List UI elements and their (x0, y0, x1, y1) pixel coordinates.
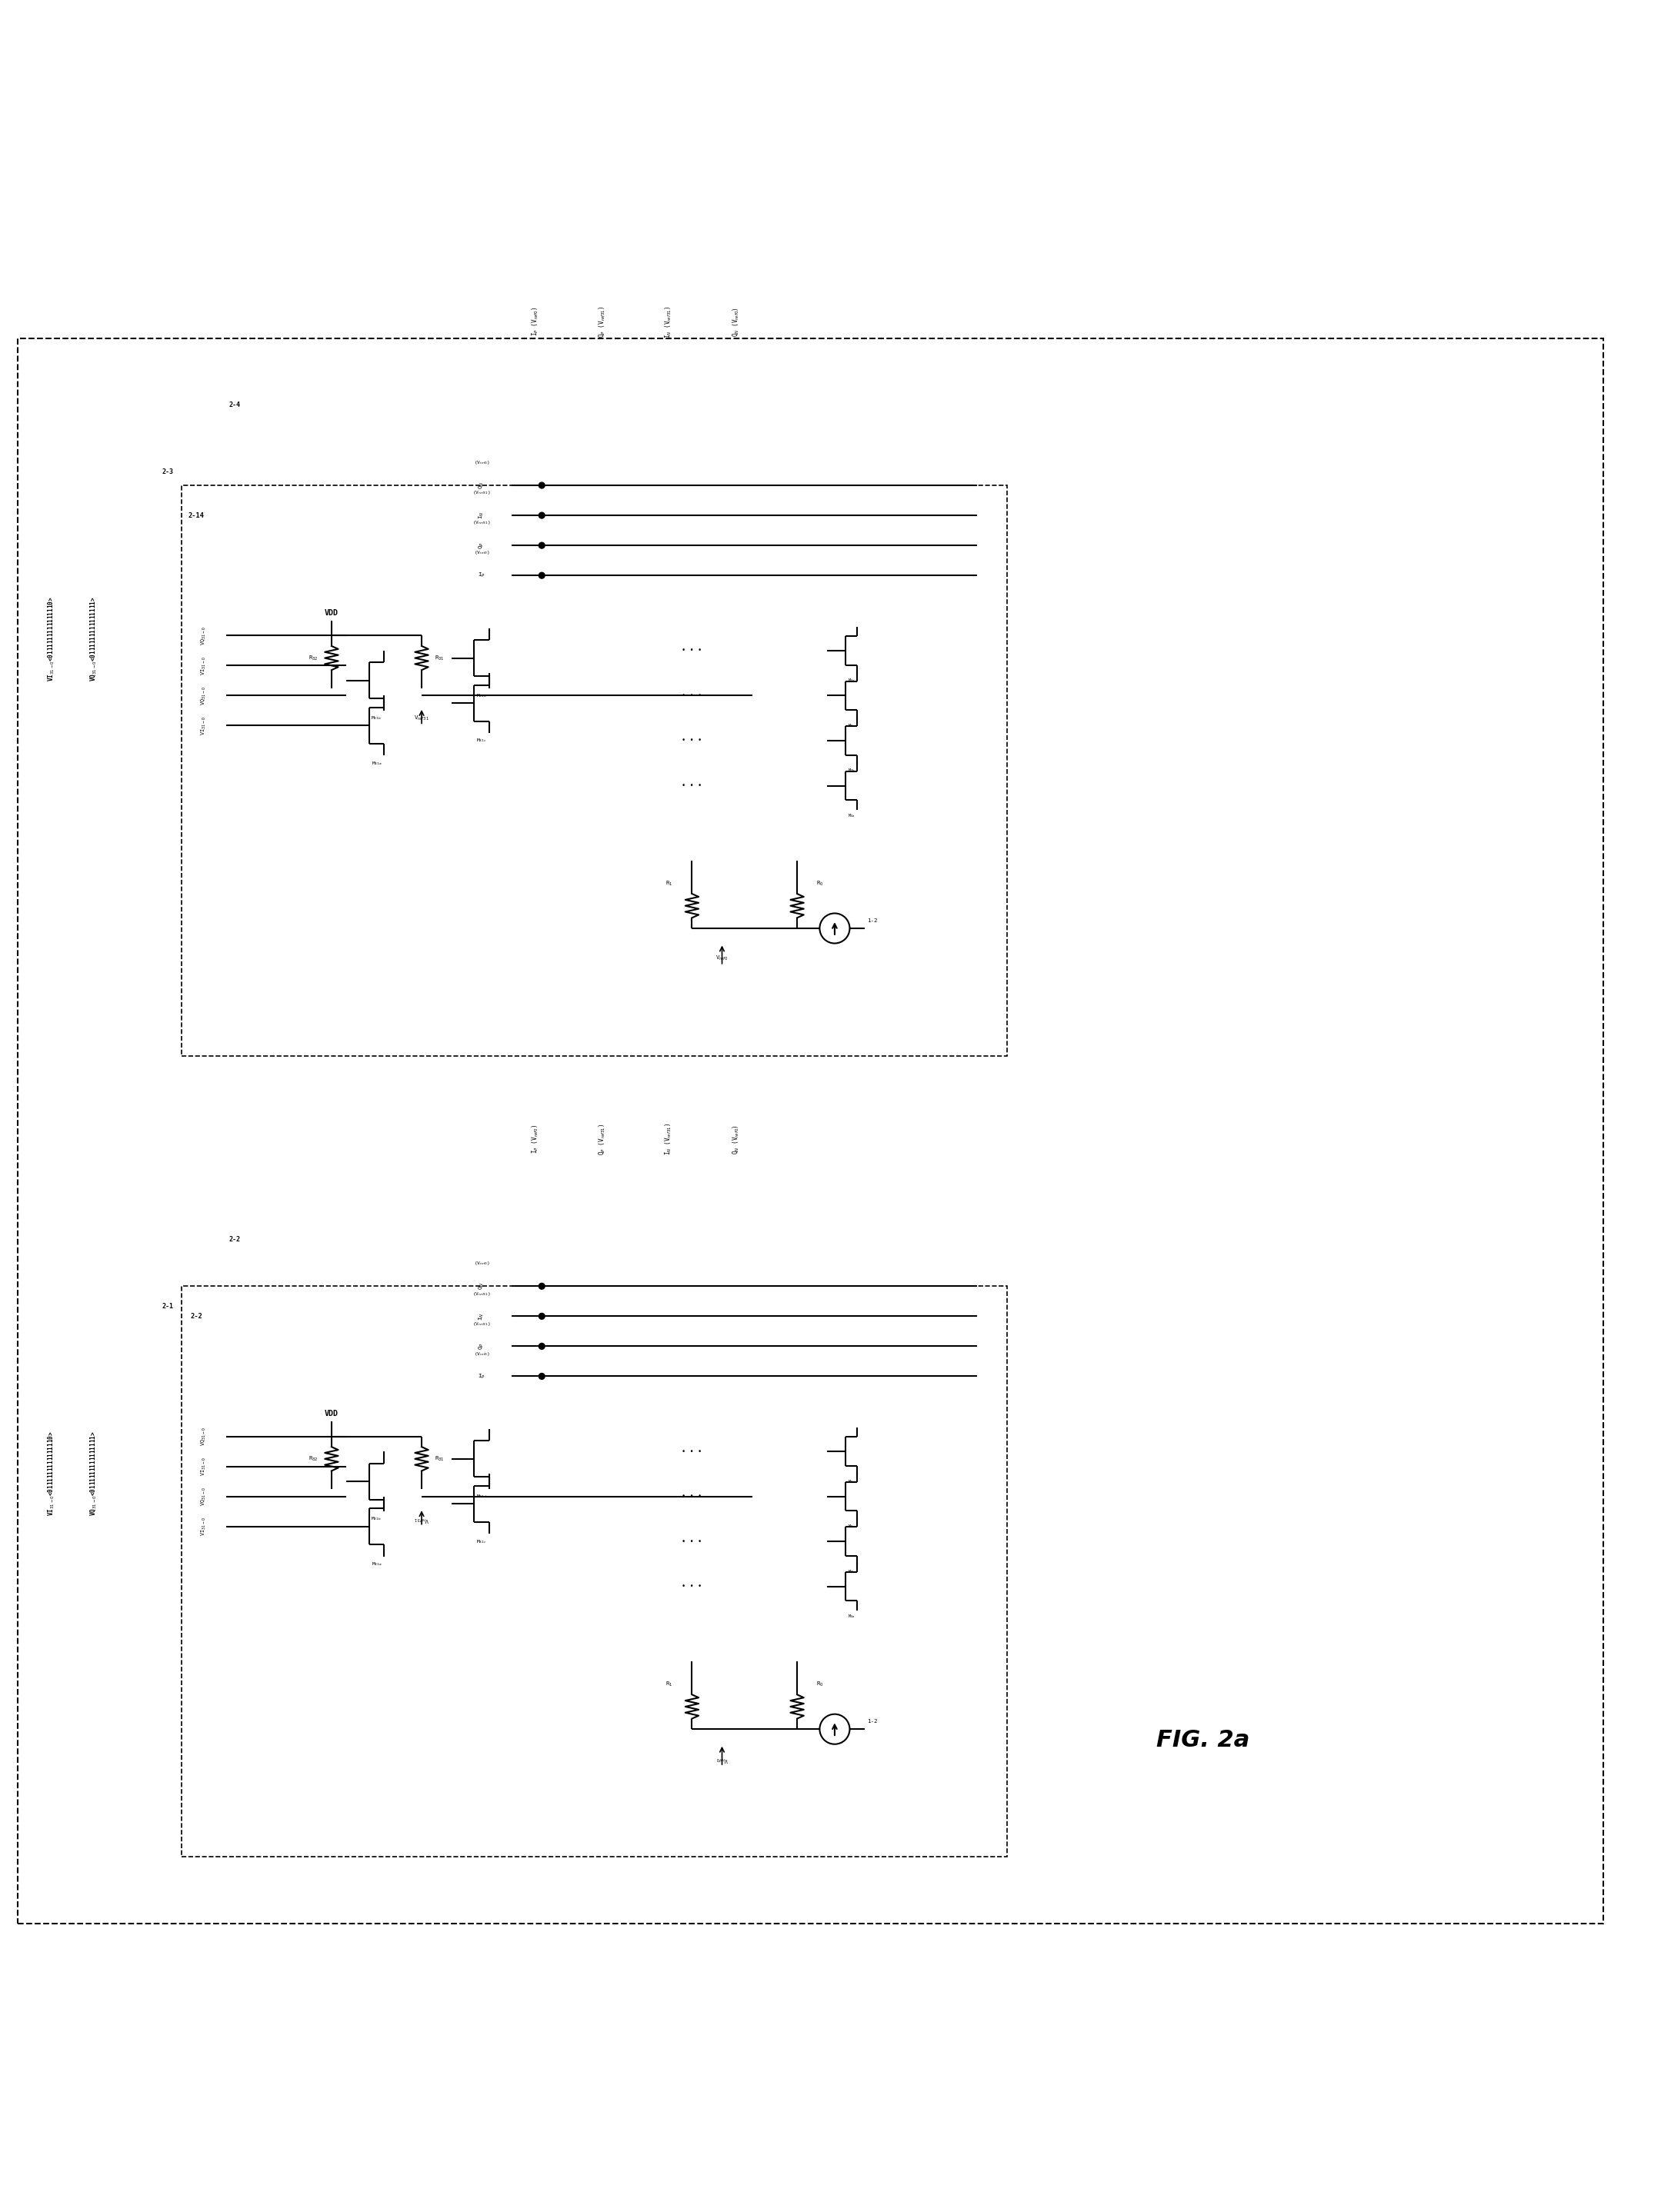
Circle shape (538, 573, 545, 580)
Text: M$_{31b}$: M$_{31b}$ (371, 1515, 383, 1522)
Text: Q$_N$ (V$_{ref0}$): Q$_N$ (V$_{ref0}$) (730, 307, 740, 336)
Text: I$_P$ (V$_{ref0}$): I$_P$ (V$_{ref0}$) (530, 307, 540, 336)
Bar (182, 484, 1008, 1055)
Text: M$_{31c}$: M$_{31c}$ (476, 1537, 486, 1544)
Text: V$_{ref0}$: V$_{ref0}$ (715, 1756, 729, 1763)
Text: Q$_N$: Q$_N$ (478, 1283, 486, 1290)
Text: • • •: • • • (682, 1584, 702, 1590)
Bar (182, 1285, 1008, 1856)
Circle shape (538, 1283, 545, 1290)
Circle shape (538, 1314, 545, 1318)
Text: R$_{31}$: R$_{31}$ (434, 655, 444, 661)
Text: I$_N$ (V$_{ref31}$): I$_N$ (V$_{ref31}$) (663, 305, 673, 338)
Text: VI$_{31-0}$: VI$_{31-0}$ (201, 717, 207, 734)
Text: R$_0$: R$_0$ (815, 1681, 824, 1688)
Text: I$_N$ (V$_{ref31}$): I$_N$ (V$_{ref31}$) (663, 1124, 673, 1155)
Text: V$_{ref31}$: V$_{ref31}$ (414, 714, 429, 721)
Text: V$_{ref31}$: V$_{ref31}$ (414, 1515, 429, 1522)
Text: R$_{32}$: R$_{32}$ (309, 1455, 319, 1462)
Text: R$_1$: R$_1$ (665, 1681, 673, 1688)
Text: VI$_{31-0}$: VI$_{31-0}$ (201, 657, 207, 675)
Circle shape (538, 482, 545, 489)
Text: VQ$_{31-0}$: VQ$_{31-0}$ (201, 686, 207, 706)
Text: (V$_{ref31}$): (V$_{ref31}$) (473, 489, 491, 495)
Circle shape (538, 513, 545, 518)
Text: R$_{32}$: R$_{32}$ (309, 655, 319, 661)
Text: • • •: • • • (682, 1449, 702, 1455)
Text: M$_{31c}$: M$_{31c}$ (476, 737, 486, 743)
Text: (V$_{ref0}$): (V$_{ref0}$) (473, 1261, 490, 1267)
Text: Q$_P$ (V$_{ref31}$): Q$_P$ (V$_{ref31}$) (597, 1124, 607, 1155)
Text: M$_{0d}$: M$_{0d}$ (847, 677, 856, 684)
Text: M$_{0c}$: M$_{0c}$ (847, 1524, 854, 1531)
Text: (V$_{ref31}$): (V$_{ref31}$) (473, 1290, 491, 1296)
Text: V$_{ref0}$: V$_{ref0}$ (715, 953, 729, 962)
Text: (V$_{ref0}$): (V$_{ref0}$) (473, 549, 490, 557)
Text: • • •: • • • (682, 692, 702, 699)
Text: VQ$_{31-0}$<0111111111111111>: VQ$_{31-0}$<0111111111111111> (89, 597, 97, 681)
Text: M$_{31d}$: M$_{31d}$ (476, 1493, 488, 1500)
Text: R$_1$: R$_1$ (665, 880, 673, 887)
Circle shape (538, 1374, 545, 1380)
Text: M$_{0b}$: M$_{0b}$ (847, 768, 856, 774)
Text: I$_P$ (V$_{ref0}$): I$_P$ (V$_{ref0}$) (530, 1124, 540, 1155)
Text: VI$_{31-0}$: VI$_{31-0}$ (201, 1517, 207, 1535)
Text: VI$_{31-0}$<0111111111111110>: VI$_{31-0}$<0111111111111110> (47, 1431, 55, 1515)
Text: I$_P$: I$_P$ (478, 1371, 486, 1380)
Text: VDD: VDD (324, 1409, 339, 1418)
Text: 2-2: 2-2 (229, 1237, 241, 1243)
Text: • • •: • • • (682, 1537, 702, 1544)
Text: • • •: • • • (682, 783, 702, 790)
Text: M$_{0d}$: M$_{0d}$ (847, 1478, 856, 1484)
Text: M$_{31a}$: M$_{31a}$ (371, 1559, 383, 1568)
Circle shape (538, 1343, 545, 1349)
Text: 2-1: 2-1 (162, 1303, 174, 1310)
Text: VQ$_{31-0}$: VQ$_{31-0}$ (201, 1427, 207, 1447)
Text: R$_{31}$: R$_{31}$ (434, 1455, 444, 1462)
Text: 2-2: 2-2 (190, 1312, 202, 1321)
Text: M$_{0a}$: M$_{0a}$ (847, 812, 856, 818)
Text: VI$_{31-0}$: VI$_{31-0}$ (201, 1458, 207, 1475)
Text: Q$_P$ (V$_{ref31}$): Q$_P$ (V$_{ref31}$) (597, 305, 607, 338)
Text: I$_N$: I$_N$ (478, 1312, 486, 1321)
Text: 1-2: 1-2 (867, 1719, 877, 1723)
Text: • • •: • • • (682, 737, 702, 743)
Text: M$_{0b}$: M$_{0b}$ (847, 1568, 856, 1575)
Text: VI$_{31-0}$<0111111111111110>: VI$_{31-0}$<0111111111111110> (47, 597, 55, 681)
Text: 2-4: 2-4 (229, 403, 241, 409)
Text: • • •: • • • (682, 1493, 702, 1500)
Text: R$_0$: R$_0$ (815, 880, 824, 887)
Text: Q$_N$ (V$_{ref0}$): Q$_N$ (V$_{ref0}$) (730, 1124, 740, 1155)
Text: M$_{0a}$: M$_{0a}$ (847, 1613, 856, 1619)
Text: Q$_N$: Q$_N$ (478, 482, 486, 489)
Text: Q$_P$: Q$_P$ (478, 542, 486, 549)
Text: I$_N$: I$_N$ (478, 511, 486, 520)
Text: (V$_{ref31}$): (V$_{ref31}$) (473, 520, 491, 526)
Text: M$_{31b}$: M$_{31b}$ (371, 714, 383, 721)
Circle shape (538, 542, 545, 549)
Text: M$_{31a}$: M$_{31a}$ (371, 759, 383, 768)
Text: VDD: VDD (324, 608, 339, 617)
Text: (V$_{ref0}$): (V$_{ref0}$) (473, 460, 490, 467)
Text: (V$_{ref31}$): (V$_{ref31}$) (473, 1321, 491, 1327)
Text: • • •: • • • (682, 648, 702, 655)
Text: 1-2: 1-2 (867, 918, 877, 922)
Text: M$_{31d}$: M$_{31d}$ (476, 692, 488, 699)
Text: (V$_{ref0}$): (V$_{ref0}$) (473, 1349, 490, 1358)
Text: 2-3: 2-3 (162, 469, 174, 476)
Text: Q$_P$: Q$_P$ (478, 1343, 486, 1349)
Text: VQ$_{31-0}$: VQ$_{31-0}$ (201, 1486, 207, 1506)
Text: M$_{0c}$: M$_{0c}$ (847, 721, 854, 730)
Text: FIG. 2a: FIG. 2a (1156, 1730, 1250, 1752)
Text: VQ$_{31-0}$<0111111111111111>: VQ$_{31-0}$<0111111111111111> (89, 1431, 97, 1515)
Text: 2-14: 2-14 (189, 511, 204, 520)
Text: VQ$_{31-0}$: VQ$_{31-0}$ (201, 626, 207, 646)
Text: I$_P$: I$_P$ (478, 571, 486, 580)
